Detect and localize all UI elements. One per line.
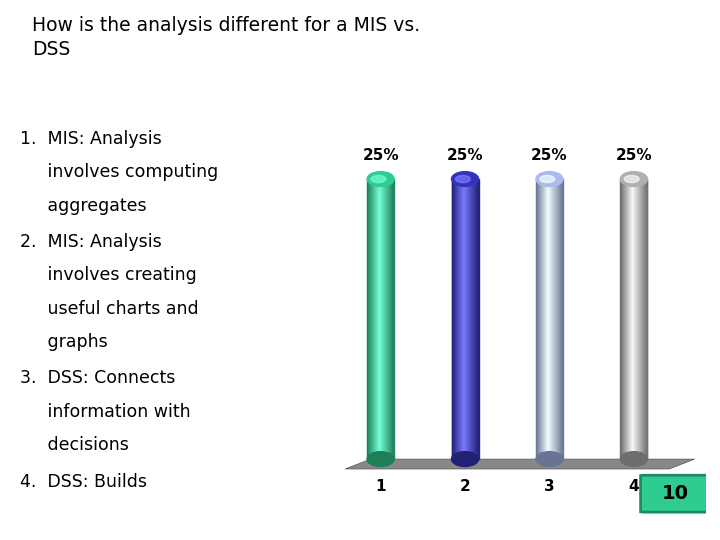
Ellipse shape (451, 172, 479, 186)
Text: 25%: 25% (531, 147, 568, 163)
Ellipse shape (540, 176, 554, 183)
Ellipse shape (367, 172, 394, 186)
Text: information with: information with (20, 403, 190, 421)
Text: 25%: 25% (616, 147, 652, 163)
Text: involves creating: involves creating (20, 266, 197, 284)
Text: 3.  DSS: Connects: 3. DSS: Connects (20, 369, 175, 387)
Text: How is the analysis different for a MIS vs.
DSS: How is the analysis different for a MIS … (32, 16, 420, 59)
Ellipse shape (624, 176, 639, 183)
Text: involves computing: involves computing (20, 163, 218, 181)
Text: 2.  MIS: Analysis: 2. MIS: Analysis (20, 233, 161, 251)
Ellipse shape (536, 172, 563, 186)
Text: decisions: decisions (20, 436, 129, 454)
Ellipse shape (367, 451, 394, 467)
Text: graphs: graphs (20, 333, 107, 351)
Text: 1: 1 (375, 479, 386, 494)
Ellipse shape (621, 451, 647, 467)
Text: 3: 3 (544, 479, 554, 494)
Text: 10: 10 (662, 484, 689, 503)
Polygon shape (345, 459, 695, 469)
Ellipse shape (456, 176, 470, 183)
FancyBboxPatch shape (641, 475, 710, 512)
Ellipse shape (371, 176, 386, 183)
Text: 4.  DSS: Builds: 4. DSS: Builds (20, 472, 147, 490)
Text: 2: 2 (459, 479, 470, 494)
Text: useful charts and: useful charts and (20, 300, 199, 318)
Text: 25%: 25% (446, 147, 483, 163)
Ellipse shape (451, 451, 479, 467)
Text: 4: 4 (629, 479, 639, 494)
Ellipse shape (536, 451, 563, 467)
Text: 1.  MIS: Analysis: 1. MIS: Analysis (20, 130, 161, 147)
Text: aggregates: aggregates (20, 197, 146, 214)
Ellipse shape (621, 172, 647, 186)
Text: 25%: 25% (362, 147, 399, 163)
